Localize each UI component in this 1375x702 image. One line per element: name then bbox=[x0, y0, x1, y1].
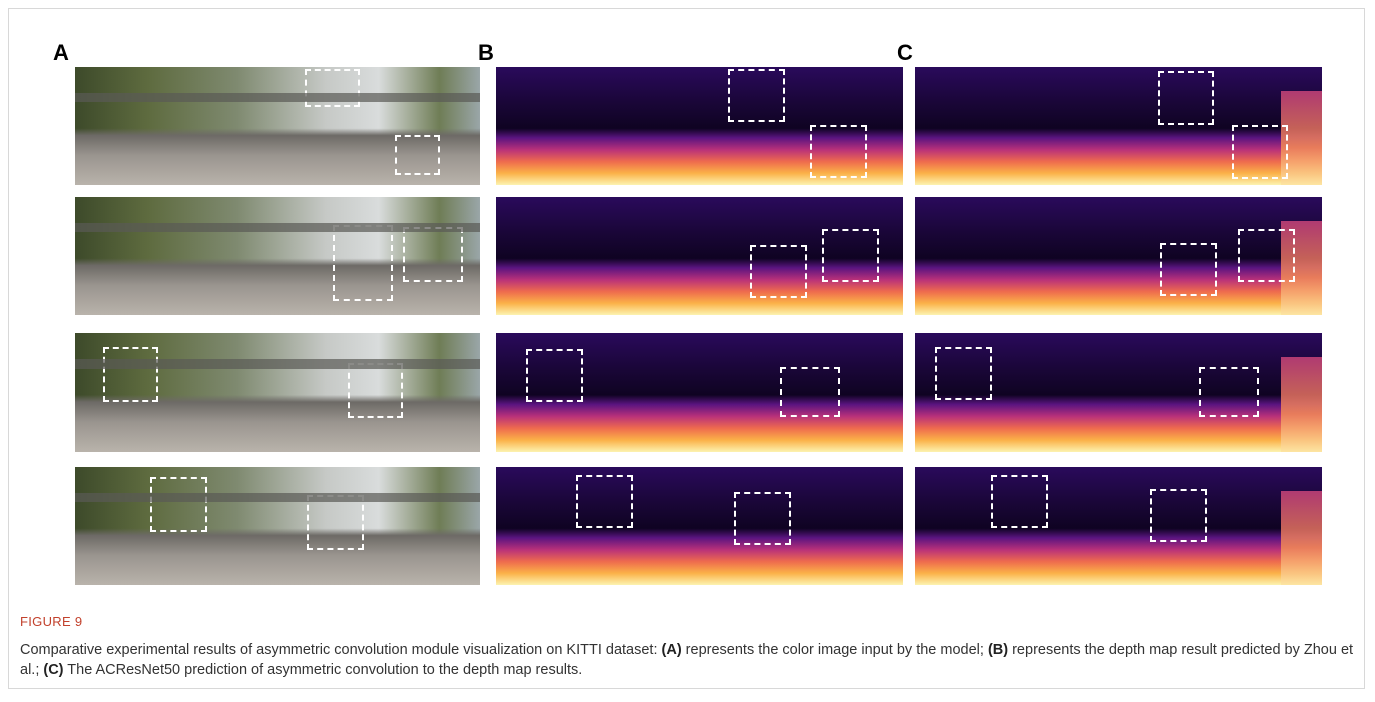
depth-map bbox=[915, 467, 1322, 585]
input-image bbox=[75, 197, 480, 315]
highlight-box bbox=[728, 69, 785, 122]
highlight-box bbox=[1150, 489, 1207, 542]
highlight-box bbox=[526, 349, 583, 402]
highlight-box bbox=[307, 495, 364, 550]
highlight-box bbox=[576, 475, 633, 528]
panel-label: A bbox=[53, 40, 69, 66]
input-image bbox=[75, 67, 480, 185]
highlight-box bbox=[395, 135, 440, 175]
highlight-box bbox=[150, 477, 207, 532]
depth-map bbox=[915, 197, 1322, 315]
input-image bbox=[75, 333, 480, 452]
panel-label: C bbox=[897, 40, 913, 66]
highlight-box bbox=[991, 475, 1048, 528]
caption-key: (C) bbox=[43, 662, 63, 678]
caption: FIGURE 9 Comparative experimental result… bbox=[20, 612, 1355, 680]
caption-text: Comparative experimental results of asym… bbox=[20, 642, 662, 658]
highlight-box bbox=[780, 367, 840, 417]
highlight-box bbox=[1238, 229, 1295, 282]
caption-key: (B) bbox=[988, 642, 1008, 658]
panel-label: B bbox=[478, 40, 494, 66]
depth-map bbox=[915, 333, 1322, 452]
highlight-box bbox=[1199, 367, 1259, 417]
caption-key: (A) bbox=[662, 642, 682, 658]
input-image bbox=[75, 467, 480, 585]
highlight-box bbox=[1160, 243, 1217, 296]
page: A B C FIGURE 9 Comparative experimental … bbox=[0, 0, 1375, 702]
highlight-box bbox=[1158, 71, 1214, 125]
highlight-box bbox=[333, 225, 393, 301]
highlight-box bbox=[305, 69, 360, 107]
depth-map bbox=[496, 467, 903, 585]
highlight-box bbox=[935, 347, 992, 400]
depth-map bbox=[496, 333, 903, 452]
highlight-box bbox=[810, 125, 867, 178]
highlight-box bbox=[750, 245, 807, 298]
highlight-box bbox=[403, 227, 463, 282]
highlight-box bbox=[734, 492, 791, 545]
caption-text: The ACResNet50 prediction of asymmetric … bbox=[64, 662, 583, 678]
depth-map bbox=[496, 67, 903, 185]
depth-map bbox=[915, 67, 1322, 185]
highlight-box bbox=[348, 363, 403, 418]
highlight-box bbox=[822, 229, 879, 282]
highlight-box bbox=[103, 347, 158, 402]
highlight-box bbox=[1232, 125, 1288, 179]
depth-map bbox=[496, 197, 903, 315]
figure-label: FIGURE 9 bbox=[20, 612, 1355, 632]
caption-text: represents the color image input by the … bbox=[682, 642, 984, 658]
